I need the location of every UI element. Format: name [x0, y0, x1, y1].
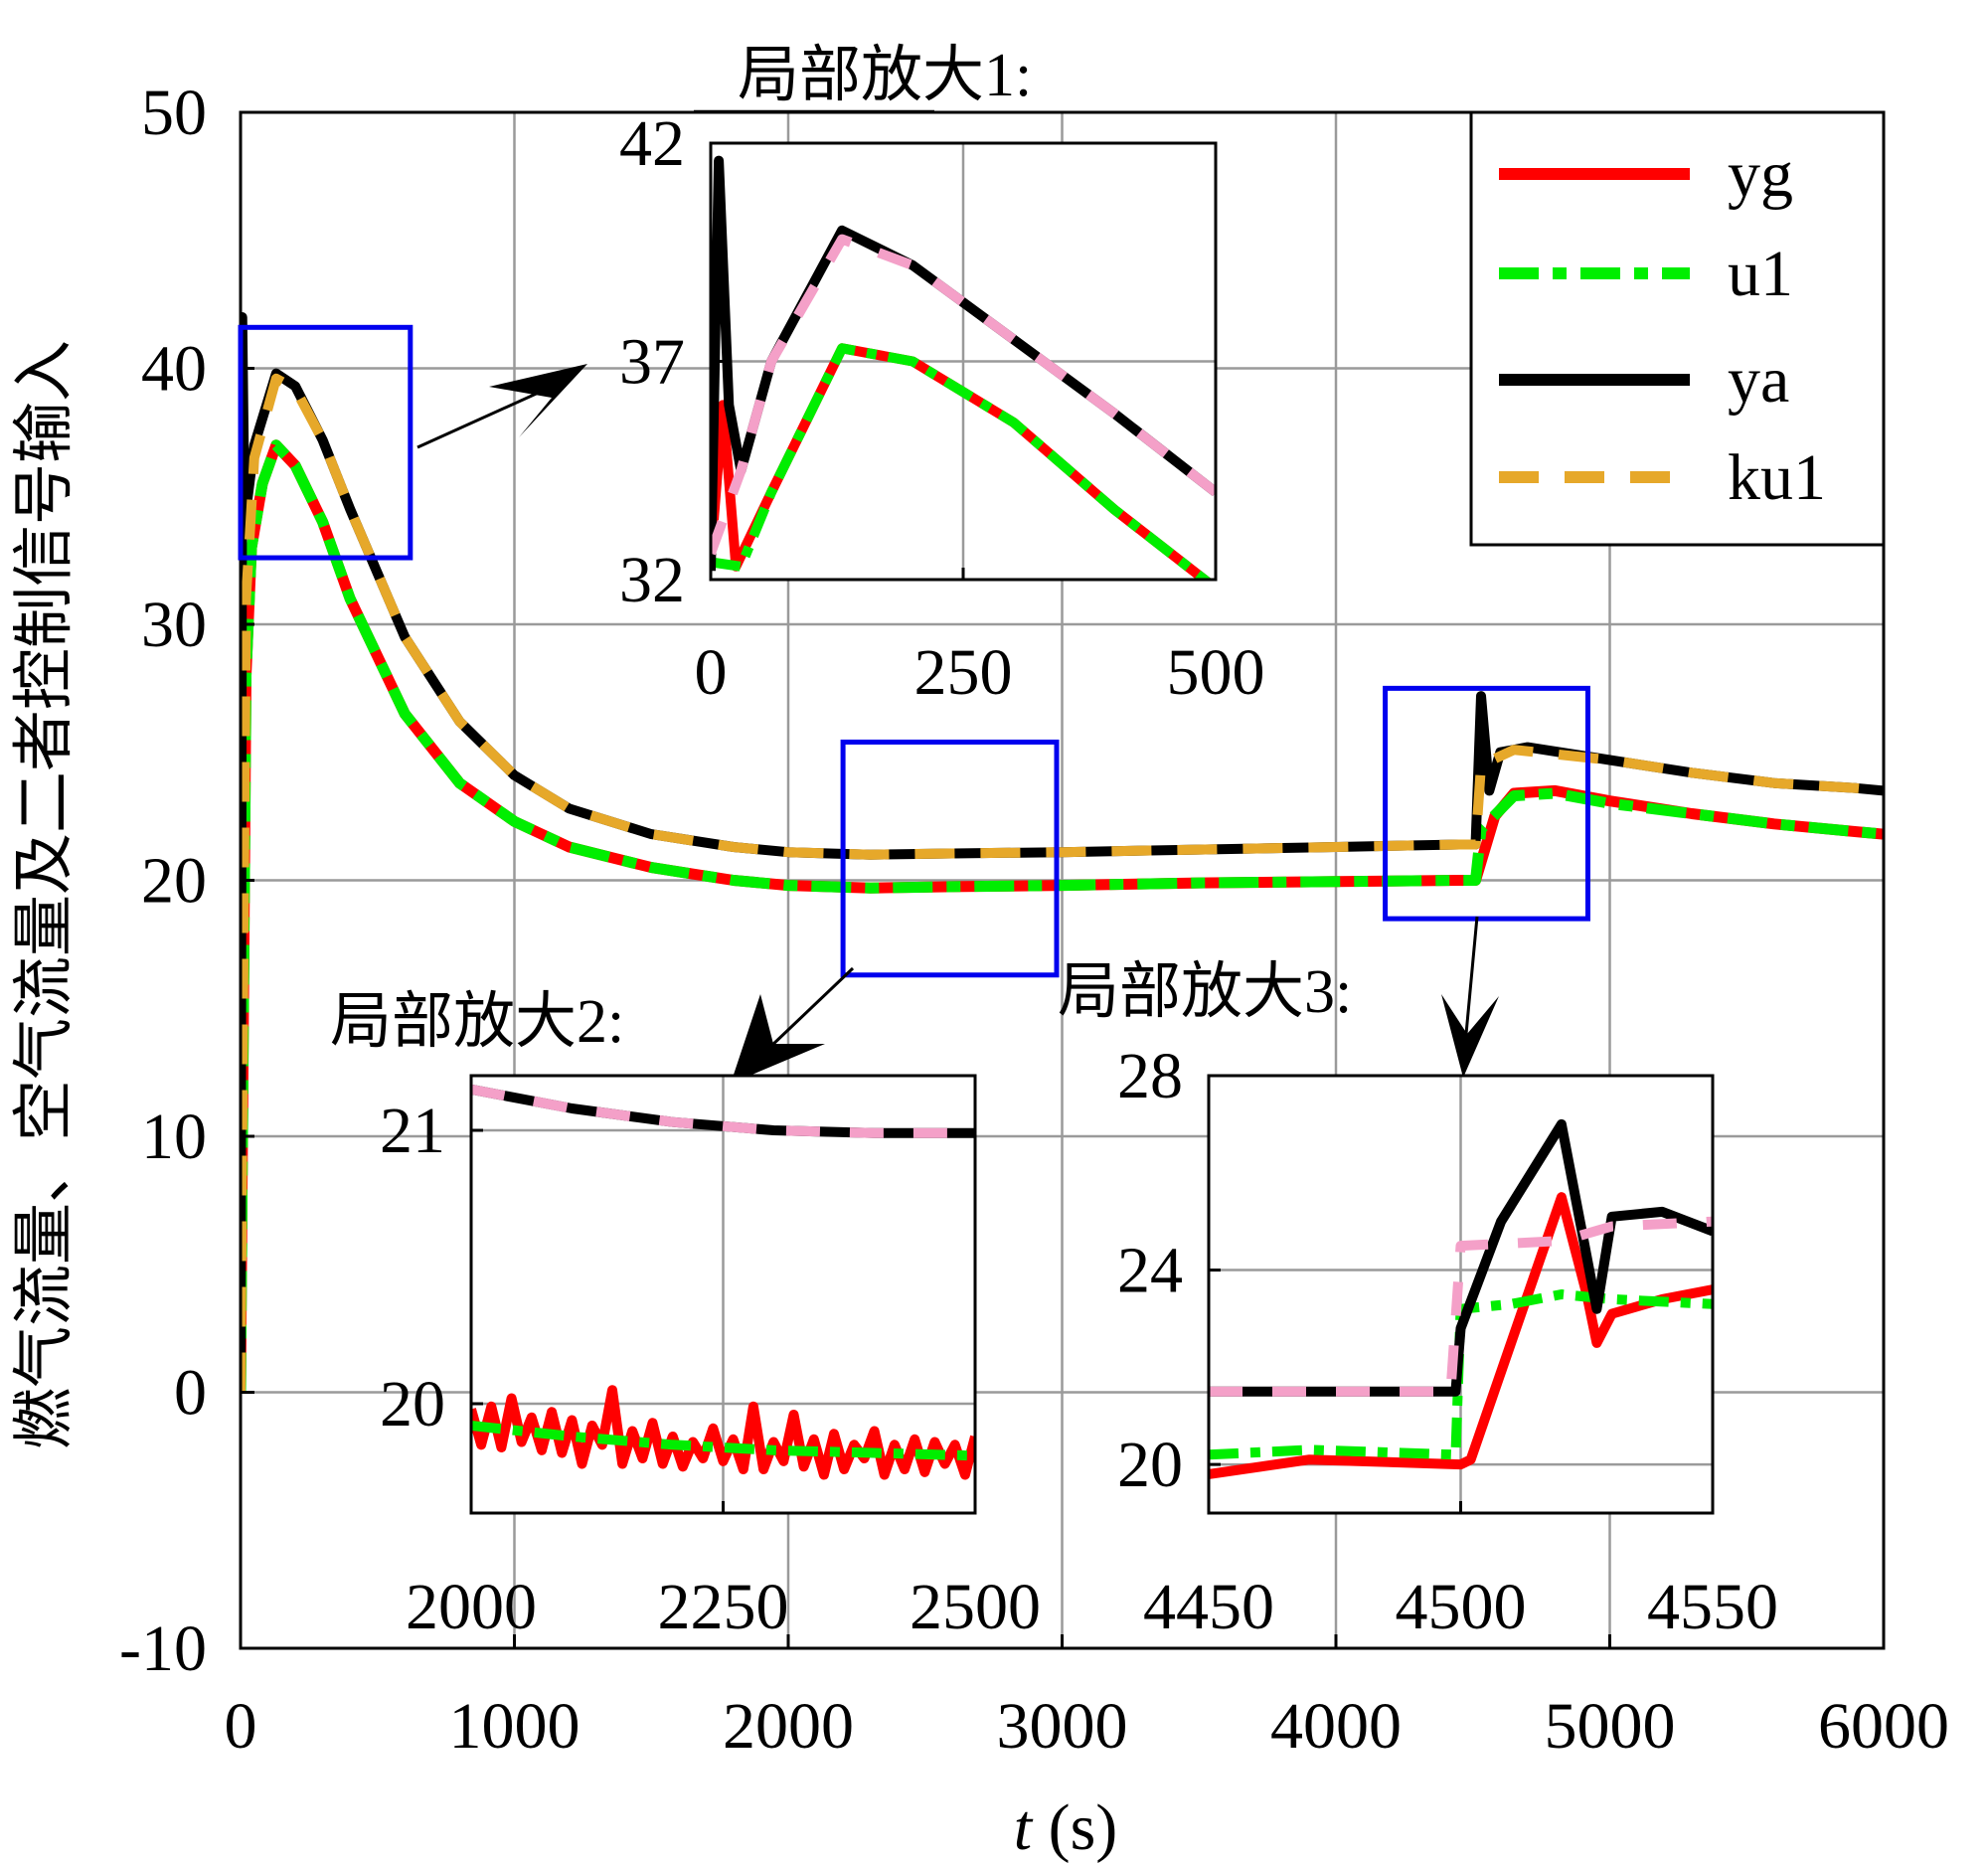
legend-label-ya: ya — [1728, 344, 1789, 417]
inset-y-tick-label: 24 — [1117, 1235, 1183, 1307]
inset-y-tick-label: 20 — [1117, 1429, 1183, 1501]
inset-x-tick-label: 250 — [914, 636, 1013, 709]
arrow-head-2 — [731, 994, 825, 1084]
inset-y-tick-label: 42 — [619, 107, 685, 180]
inset-y-tick-label: 21 — [380, 1095, 445, 1167]
inset-x-tick-label: 2500 — [910, 1571, 1041, 1643]
inset-3-ticks: 4450 4500 4550 20 24 28 — [1117, 1040, 1778, 1643]
zoom-box-2 — [840, 739, 1060, 978]
legend-label-u1: u1 — [1728, 238, 1793, 310]
arrow-head-3 — [1441, 994, 1499, 1078]
x-tick-label: 5000 — [1545, 1690, 1676, 1763]
inset-x-tick-label: 2000 — [406, 1571, 537, 1643]
inset-x-tick-label: 4550 — [1647, 1571, 1778, 1643]
series-u1 — [711, 343, 1213, 580]
series-u1 — [471, 1421, 975, 1461]
zoom-box-1 — [238, 324, 414, 561]
inset-2-ticks: 2000 2250 2500 20 21 — [380, 1095, 1041, 1643]
x-tick-label: 4000 — [1270, 1690, 1402, 1763]
inset-x-tick-label: 0 — [695, 636, 728, 709]
inset-zoom-3: 4450 4500 4550 20 24 28 局部放大3: — [1058, 958, 1778, 1643]
y-tick-label: -10 — [119, 1612, 207, 1685]
inset-x-tick-label: 2250 — [658, 1571, 789, 1643]
series-ku1 — [241, 373, 1884, 1393]
inset-y-tick-label: 32 — [619, 544, 685, 616]
series-ku1 — [711, 234, 1216, 556]
inset-y-tick-label: 28 — [1117, 1040, 1183, 1112]
arrow-line-3 — [1464, 916, 1479, 1035]
y-tick-label: 30 — [141, 589, 207, 661]
inset-x-tick-label: 4450 — [1143, 1571, 1274, 1643]
arrow-head-1 — [489, 364, 587, 437]
inset-zoom-2: 2000 2250 2500 20 21 局部放大2: — [330, 988, 1041, 1643]
inset-x-tick-label: 500 — [1167, 636, 1265, 709]
y-tick-label: 20 — [141, 845, 207, 918]
inset-zoom-1: 0 250 500 32 37 42 局部放大1: — [619, 42, 1265, 709]
y-axis-label: 燃气流量、空气流量及二者控制信号输入 — [11, 340, 79, 1449]
series-ya — [1209, 1118, 1713, 1397]
inset-3-title: 局部放大3: — [1058, 958, 1352, 1026]
x-tick-label: 0 — [225, 1690, 257, 1763]
inset-3-series — [1209, 1118, 1713, 1479]
legend-label-yg: yg — [1728, 138, 1793, 211]
x-axis-unit: (s) — [1032, 1791, 1117, 1864]
series-yg — [1209, 1192, 1713, 1479]
arrow-line-2 — [767, 966, 855, 1050]
inset-y-tick-label: 37 — [619, 326, 685, 399]
inset-y-tick-label: 20 — [380, 1368, 445, 1440]
inset-x-tick-label: 4500 — [1396, 1571, 1527, 1643]
x-tick-label: 2000 — [723, 1690, 854, 1763]
y-tick-label: 40 — [141, 333, 207, 406]
y-tick-label: 10 — [141, 1101, 207, 1173]
x-tick-label: 1000 — [449, 1690, 580, 1763]
y-tick-label: 0 — [174, 1357, 207, 1430]
series-yg — [471, 1385, 975, 1480]
x-tick-label: 6000 — [1818, 1690, 1949, 1763]
legend-label-ku1: ku1 — [1728, 441, 1826, 514]
inset-2-title: 局部放大2: — [330, 988, 624, 1056]
inset-1-series — [711, 155, 1216, 580]
y-tick-label: 50 — [141, 77, 207, 149]
inset-1-title: 局部放大1: — [738, 42, 1032, 109]
x-tick-label: 3000 — [997, 1690, 1128, 1763]
x-axis-var: t — [1014, 1791, 1034, 1864]
x-axis-label: t (s) — [1014, 1791, 1118, 1864]
inset-2-series — [471, 1084, 975, 1480]
series-ku1 — [471, 1084, 975, 1138]
series-u1 — [241, 439, 1884, 1393]
legend: yg u1 ya ku1 — [1469, 110, 1886, 547]
legend-box — [1469, 110, 1886, 547]
zoom-boxes — [238, 324, 1590, 978]
series-ku1 — [1209, 1216, 1713, 1397]
zoom-box-3 — [1383, 685, 1590, 922]
inset-1-ticks: 0 250 500 32 37 42 — [619, 107, 1265, 709]
main-series — [241, 312, 1884, 1393]
